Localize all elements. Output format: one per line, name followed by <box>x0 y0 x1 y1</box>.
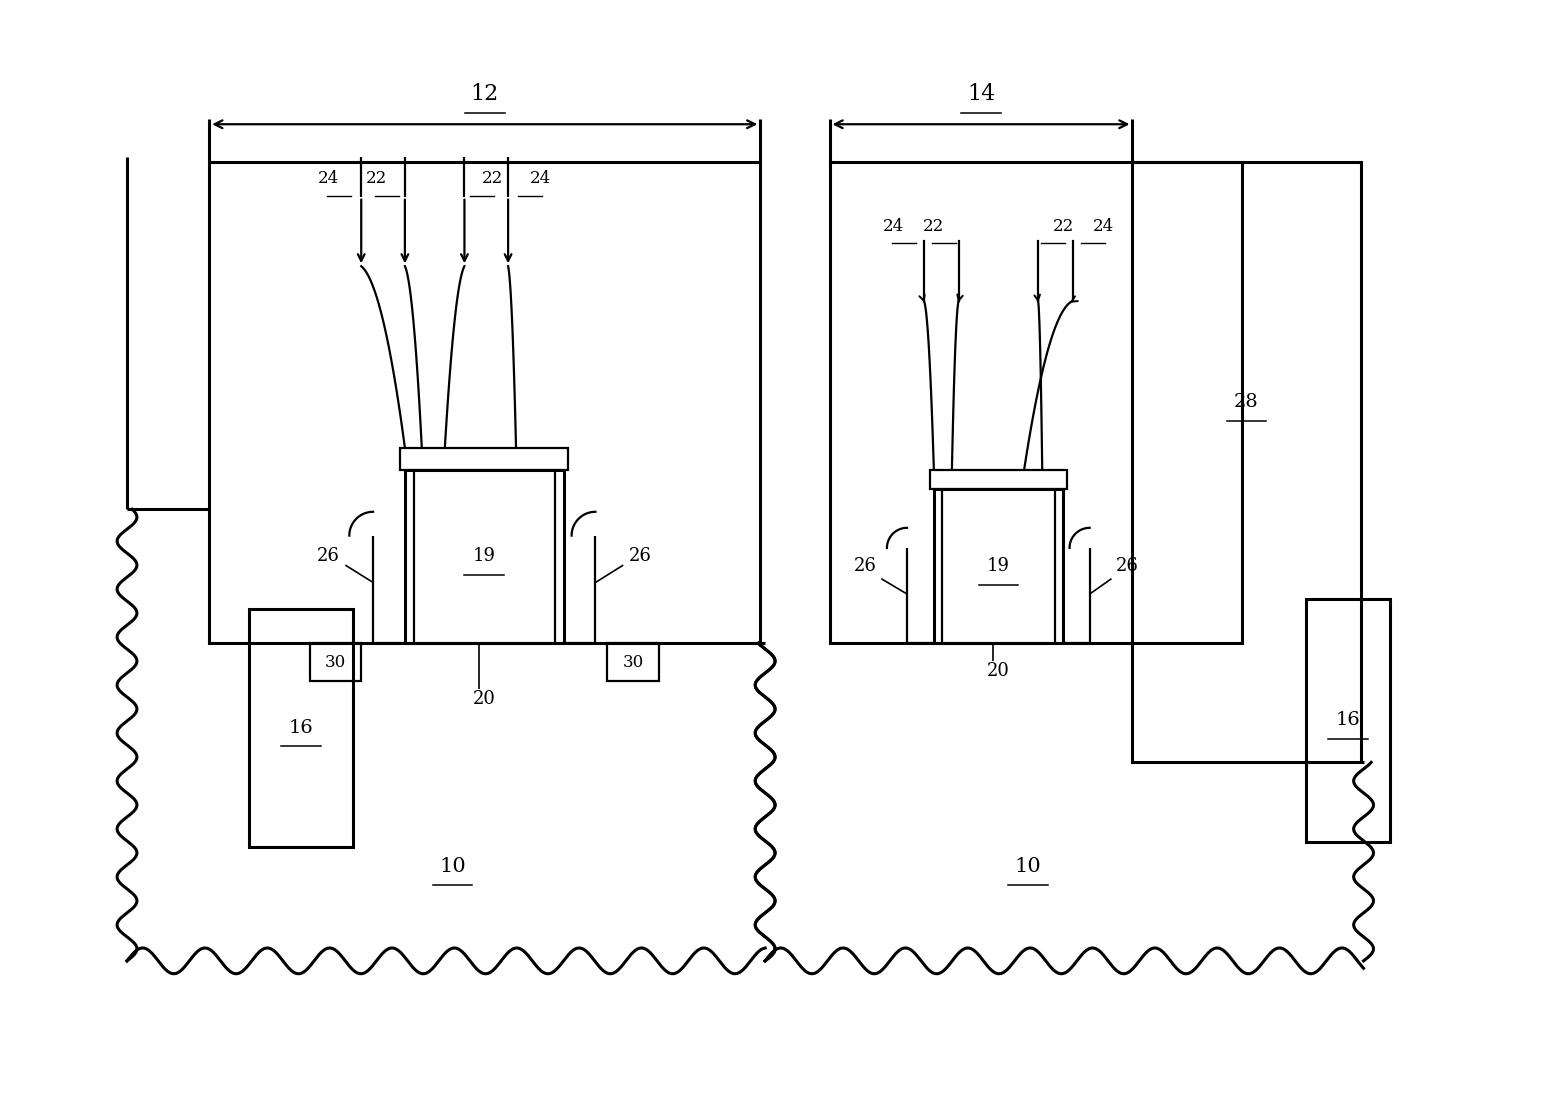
Bar <box>404 469 564 643</box>
Text: 26: 26 <box>628 547 652 566</box>
Text: 19: 19 <box>987 557 1009 576</box>
Bar <box>1305 599 1390 842</box>
Bar <box>608 643 660 681</box>
Bar <box>934 489 1062 643</box>
Bar <box>1133 162 1360 763</box>
Text: 24: 24 <box>530 170 552 187</box>
Bar <box>401 447 569 469</box>
Bar <box>829 162 1241 643</box>
Text: 20: 20 <box>473 690 495 708</box>
Text: 26: 26 <box>317 547 340 566</box>
Text: 22: 22 <box>1053 218 1075 235</box>
Text: 16: 16 <box>288 719 313 736</box>
Text: 22: 22 <box>923 218 943 235</box>
Text: 26: 26 <box>1116 557 1139 576</box>
Text: 20: 20 <box>987 662 1009 680</box>
Text: 22: 22 <box>365 170 387 187</box>
Bar <box>249 609 353 846</box>
Text: 10: 10 <box>1015 857 1042 876</box>
Bar <box>210 162 760 643</box>
Text: 24: 24 <box>318 170 340 187</box>
Bar <box>310 643 362 681</box>
Text: 16: 16 <box>1335 711 1360 730</box>
Text: 30: 30 <box>622 654 644 670</box>
Text: 10: 10 <box>439 857 465 876</box>
Text: 19: 19 <box>473 547 495 566</box>
Text: 22: 22 <box>483 170 503 187</box>
Text: 12: 12 <box>470 84 498 106</box>
Text: 24: 24 <box>882 218 904 235</box>
Bar <box>929 469 1067 489</box>
Text: 30: 30 <box>324 654 346 670</box>
Text: 14: 14 <box>967 84 995 106</box>
Text: 28: 28 <box>1235 393 1258 411</box>
Text: 26: 26 <box>854 557 878 576</box>
Text: 24: 24 <box>1092 218 1114 235</box>
